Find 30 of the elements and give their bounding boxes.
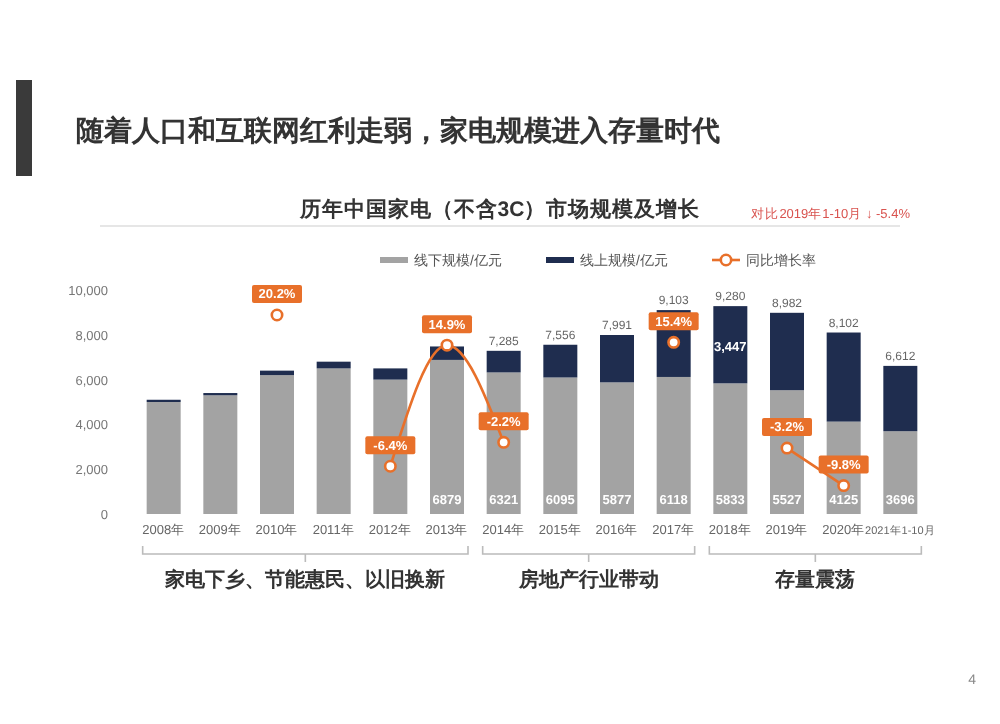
chart-subtitle: 随着人口和互联网红利走弱，家电规模进入存量时代	[76, 114, 720, 146]
point	[383, 459, 397, 473]
bar	[770, 312, 804, 391]
bar	[543, 377, 578, 514]
bar	[600, 335, 634, 383]
point	[667, 335, 681, 349]
bar	[146, 402, 181, 514]
bar	[373, 368, 408, 380]
bar	[430, 359, 464, 514]
point	[440, 338, 454, 352]
bar	[713, 306, 748, 384]
bar	[316, 368, 351, 514]
point	[497, 435, 511, 449]
chart-title: 历年中国家电（不含3C）市场规模及增长	[297, 196, 703, 222]
bar	[600, 382, 634, 514]
bar	[883, 365, 918, 432]
text: 家电下乡、节能惠民、以旧换新	[163, 568, 446, 592]
bar	[656, 376, 691, 514]
point	[837, 479, 851, 493]
bar	[486, 350, 521, 373]
bar	[260, 375, 294, 514]
bar	[826, 332, 861, 422]
bar	[543, 344, 578, 378]
text: 房地产行业带动	[516, 568, 659, 592]
point	[780, 441, 794, 455]
bar	[713, 383, 748, 514]
text: 存量震荡	[773, 568, 856, 592]
bar	[883, 431, 918, 514]
bar	[203, 395, 238, 514]
point	[270, 308, 284, 322]
